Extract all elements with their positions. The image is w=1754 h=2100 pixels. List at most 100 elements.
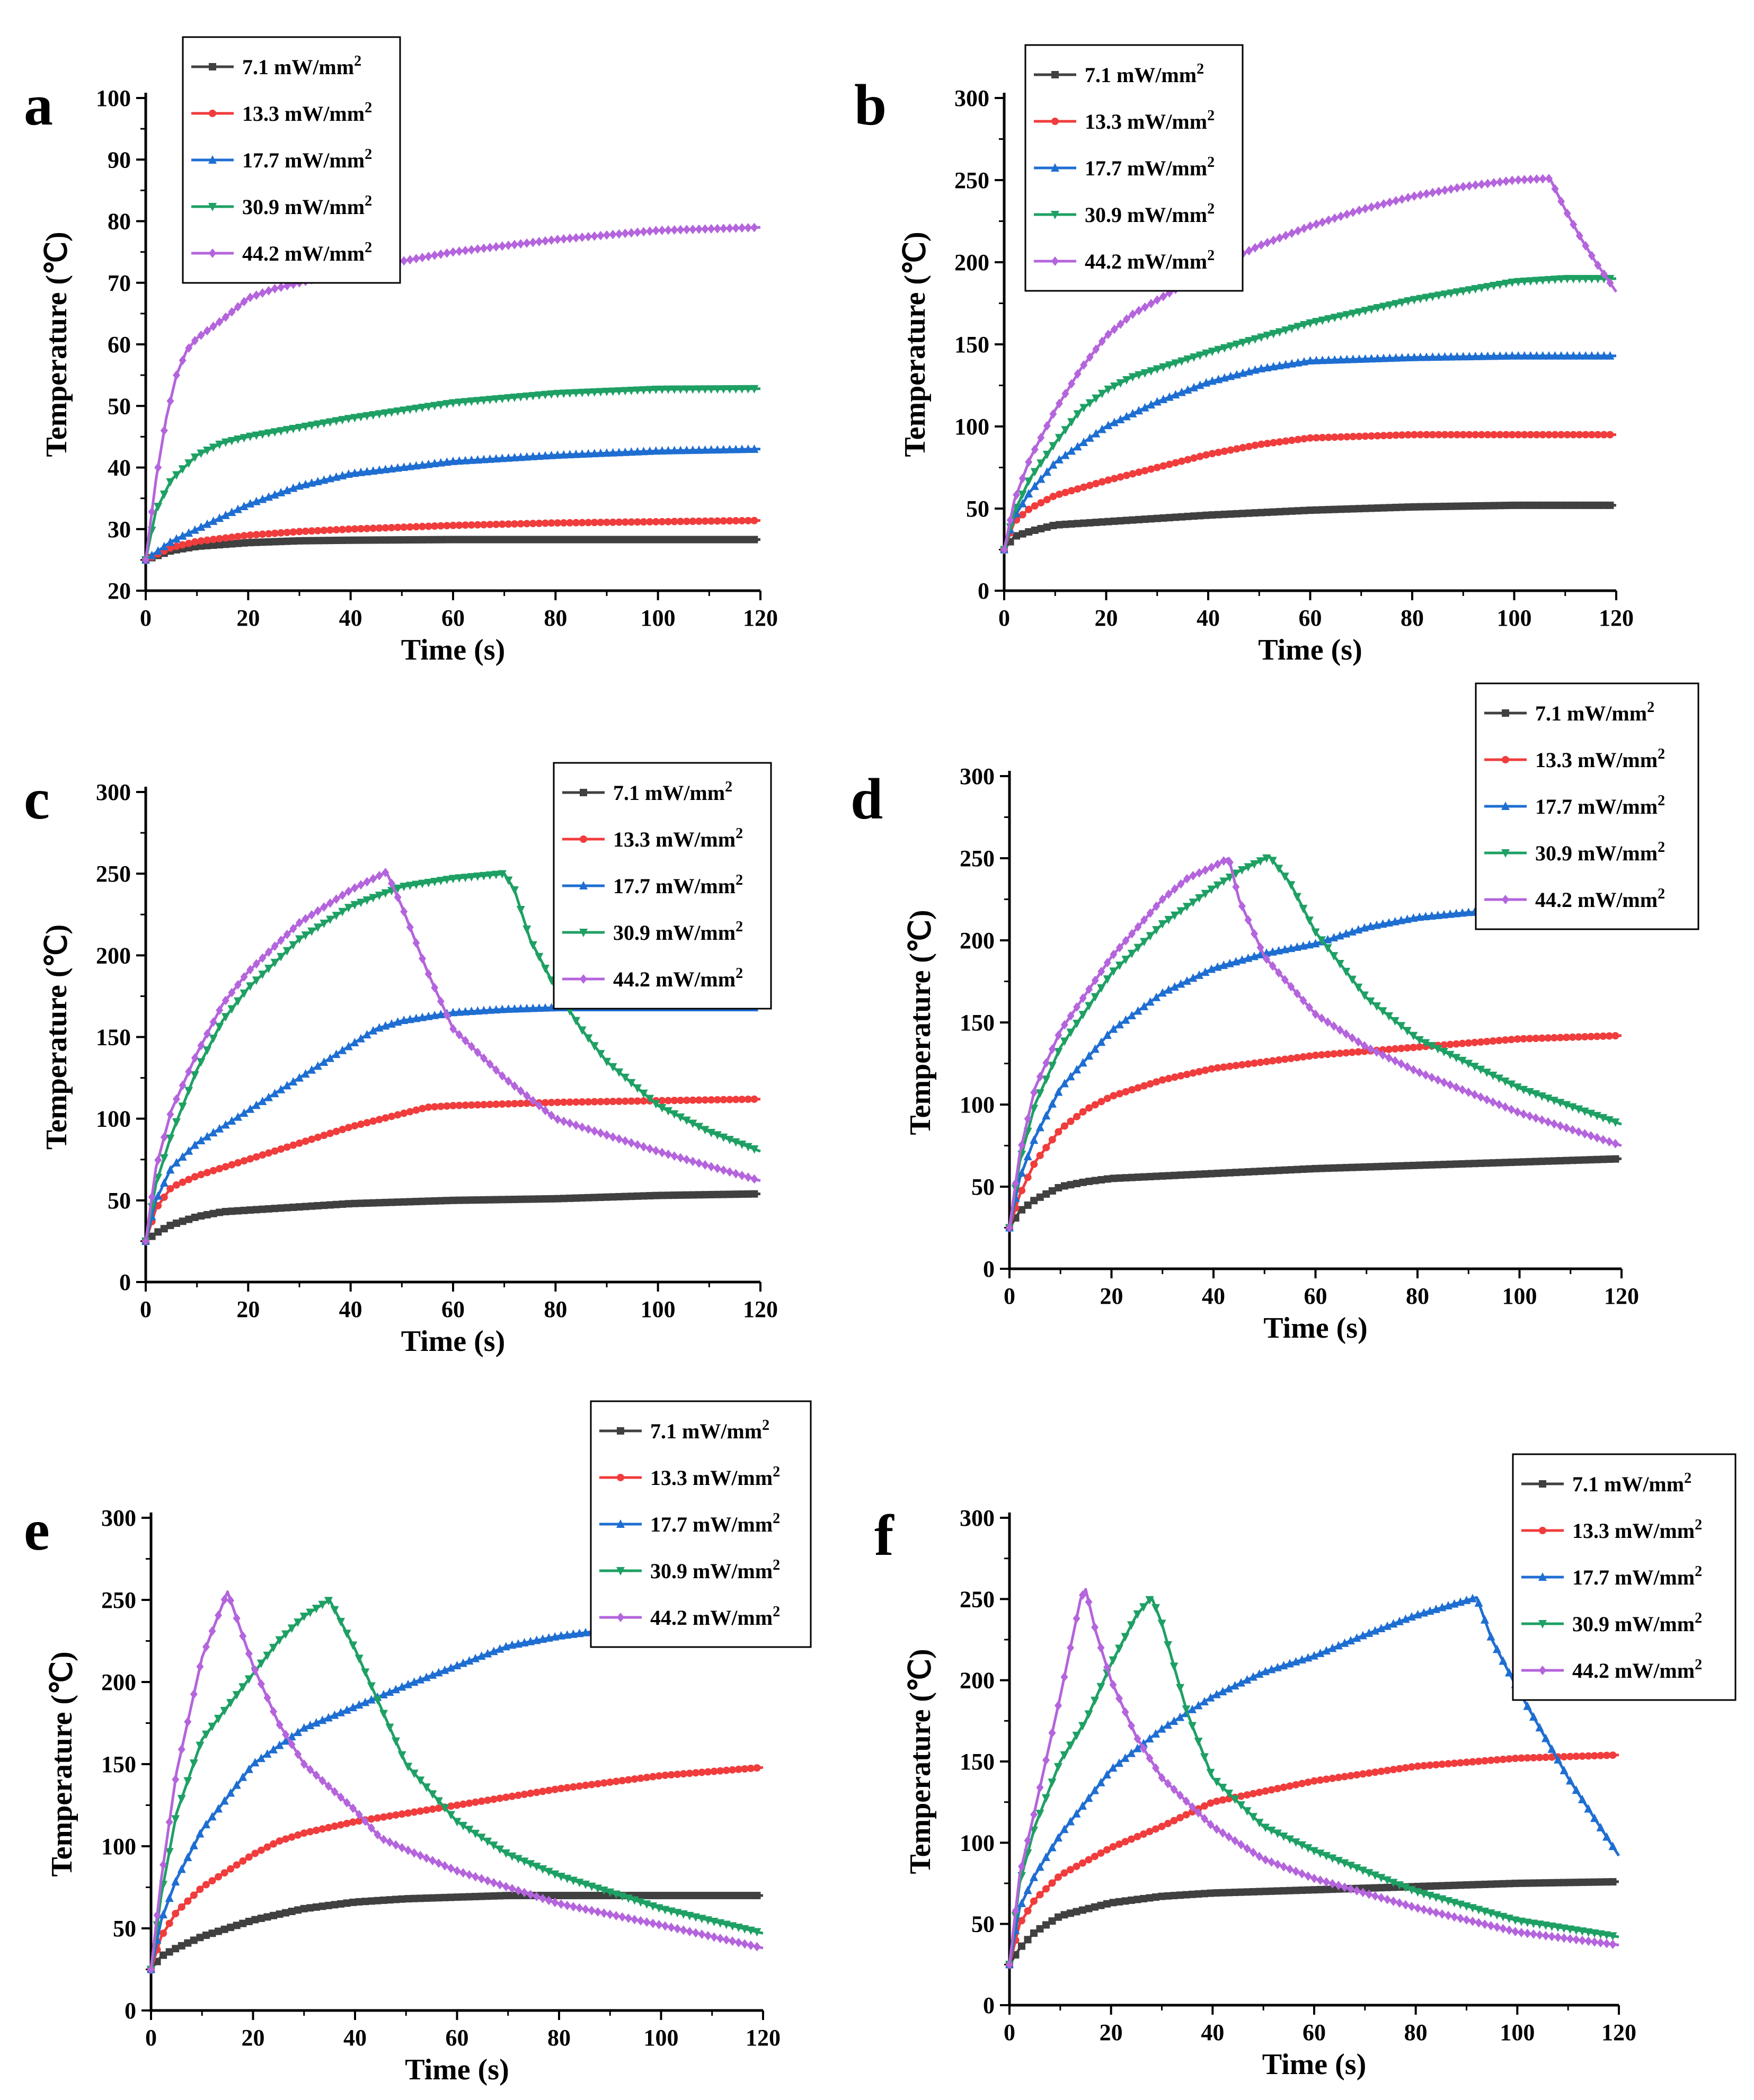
legend-marker (208, 155, 217, 164)
data-point (1588, 431, 1596, 439)
data-point (424, 522, 432, 530)
data-point (533, 1891, 541, 1901)
data-point (398, 1810, 406, 1818)
data-point (405, 882, 414, 891)
data-point (480, 521, 488, 529)
data-point (1343, 433, 1351, 441)
data-point (338, 907, 347, 916)
data-point (1349, 309, 1358, 318)
legend-superscript: 2 (1658, 746, 1665, 762)
data-point (474, 1101, 482, 1109)
data-point (511, 536, 518, 544)
data-point (1146, 1894, 1154, 1902)
data-point (566, 536, 574, 544)
data-point (265, 1149, 272, 1157)
data-point (741, 1892, 749, 1899)
data-point (1017, 1168, 1026, 1177)
legend-superscript: 2 (736, 825, 743, 842)
data-point (1606, 278, 1614, 288)
data-point (160, 490, 169, 499)
data-point (1135, 468, 1143, 476)
data-point (222, 1208, 229, 1216)
data-point (1352, 1864, 1361, 1873)
data-point (582, 1892, 590, 1899)
data-point (609, 1193, 617, 1201)
data-point (655, 1892, 663, 1899)
data-point (270, 490, 279, 499)
data-point (1048, 1843, 1057, 1852)
data-point (1230, 1795, 1239, 1804)
data-point (670, 446, 679, 455)
data-point (707, 536, 715, 544)
data-point (215, 513, 224, 522)
x-tick-label: 100 (641, 1296, 676, 1322)
data-point (1245, 442, 1253, 450)
data-point (667, 1923, 675, 1933)
data-point (240, 501, 249, 510)
data-point (1599, 351, 1608, 360)
data-point (1523, 1701, 1532, 1710)
data-point (222, 534, 229, 542)
data-point (492, 242, 500, 252)
data-point (282, 1081, 291, 1090)
data-point (357, 1120, 365, 1128)
data-point (1440, 352, 1449, 361)
data-point (455, 521, 463, 529)
data-point (1165, 1074, 1173, 1082)
data-point (1115, 1694, 1123, 1704)
data-point (633, 1084, 642, 1093)
data-point (1074, 369, 1082, 379)
data-point (1538, 1158, 1546, 1165)
data-point (1379, 353, 1388, 362)
data-point (1141, 467, 1149, 475)
data-point (357, 525, 365, 533)
data-point (1397, 1059, 1405, 1069)
data-point (459, 1658, 468, 1667)
data-point (1342, 1164, 1350, 1172)
data-point (400, 536, 408, 544)
data-point (1352, 1633, 1361, 1642)
y-tick-label: 0 (983, 1992, 995, 2018)
data-point (1599, 1114, 1608, 1123)
data-point (688, 445, 697, 454)
x-axis-title: Time (s) (405, 2053, 509, 2086)
data-point (1508, 1036, 1516, 1044)
data-point (318, 1776, 326, 1786)
series-5 (142, 868, 761, 1246)
data-point (209, 443, 218, 452)
data-point (1220, 856, 1228, 866)
data-point (289, 1076, 298, 1085)
data-point (1312, 318, 1321, 327)
data-point (1584, 1752, 1592, 1760)
data-point (1024, 1907, 1032, 1915)
data-point (289, 1141, 297, 1149)
data-point (504, 241, 512, 251)
data-point (1328, 1854, 1337, 1863)
data-point (1072, 1809, 1081, 1818)
data-point (670, 1097, 678, 1105)
data-point (1121, 1838, 1129, 1846)
data-point (498, 870, 507, 879)
data-point (238, 1772, 247, 1781)
data-point (1147, 515, 1155, 523)
data-point (1562, 1101, 1571, 1110)
y-tick-label: 250 (954, 167, 989, 193)
x-tick-label: 0 (145, 2025, 157, 2051)
data-point (670, 518, 678, 526)
data-point (209, 1209, 217, 1217)
data-point (1587, 1109, 1596, 1118)
data-point (1318, 433, 1326, 441)
data-point (1123, 471, 1130, 479)
legend-superscript: 2 (736, 965, 743, 982)
data-point (1341, 1882, 1349, 1892)
data-point (222, 540, 229, 548)
data-point (1091, 1622, 1099, 1632)
data-point (1505, 1668, 1513, 1677)
data-point (436, 401, 445, 410)
data-point (1523, 1918, 1532, 1927)
data-point (1195, 970, 1204, 979)
data-point (1042, 1852, 1050, 1861)
data-point (381, 409, 390, 418)
data-point (1030, 1810, 1038, 1820)
data-point (404, 1895, 412, 1903)
